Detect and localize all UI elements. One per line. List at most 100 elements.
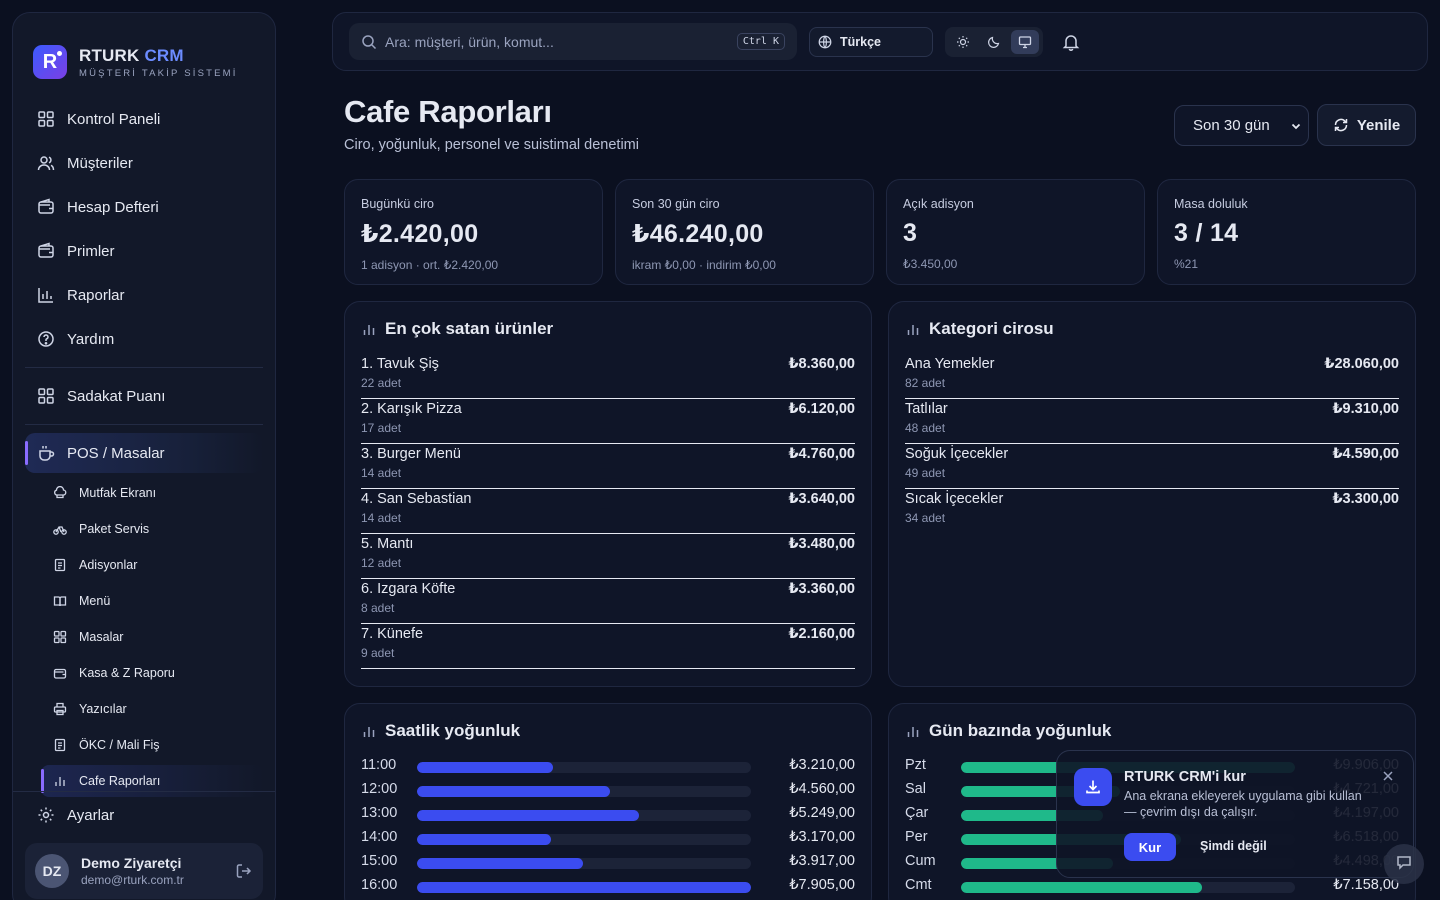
brand-subtitle: MÜŞTERİ TAKİP SİSTEMİ <box>79 67 238 79</box>
chart-icon <box>905 321 921 337</box>
list-item[interactable]: 1. Tavuk Şiş 22 adet ₺8.360,00 <box>361 354 855 399</box>
sidebar-subitem-kitchen[interactable]: Mutfak Ekranı <box>25 477 263 509</box>
list-item[interactable]: 2. Karışık Pizza 17 adet ₺6.120,00 <box>361 399 855 444</box>
list-item[interactable]: 7. Künefe 9 adet ₺2.160,00 <box>361 624 855 669</box>
bar-value-label: ₺4.560,00 <box>789 781 855 797</box>
panel-title: Gün bazında yoğunluk <box>905 721 1111 741</box>
sidebar-subitem-cash-z-report[interactable]: Kasa & Z Raporu <box>25 657 263 689</box>
period-select[interactable]: Son 30 gün <box>1174 105 1309 146</box>
sidebar-item-label: Ayarlar <box>67 806 115 824</box>
bar-row: 15:00 ₺3.917,00 <box>361 852 855 876</box>
refresh-button[interactable]: Yenile <box>1317 104 1416 146</box>
bar-label: Cmt <box>905 877 932 893</box>
list-item[interactable]: Ana Yemekler 82 adet ₺28.060,00 <box>905 354 1399 399</box>
stat-card-today-revenue: Bugünkü ciro ₺2.420,00 1 adisyon · ort. … <box>344 179 603 285</box>
page-subtitle: Ciro, yoğunluk, personel ve suistimal de… <box>344 137 639 153</box>
list-item[interactable]: 5. Mantı 12 adet ₺3.480,00 <box>361 534 855 579</box>
bar-label: Sal <box>905 781 926 797</box>
sidebar-subitem-menu[interactable]: Menü <box>25 585 263 617</box>
product-name: 5. Mantı <box>361 536 414 552</box>
close-icon[interactable] <box>1381 769 1395 783</box>
product-qty: 12 adet <box>361 556 402 570</box>
sidebar-item-bonuses[interactable]: Primler <box>25 231 263 271</box>
chat-button[interactable] <box>1384 844 1424 884</box>
sidebar-item-customers[interactable]: Müşteriler <box>25 143 263 183</box>
bar <box>961 882 1203 893</box>
sidebar-item-ledger[interactable]: Hesap Defteri <box>25 187 263 227</box>
sidebar-item-settings[interactable]: Ayarlar <box>25 795 263 835</box>
list-item[interactable]: Sıcak İçecekler 34 adet ₺3.300,00 <box>905 489 1399 534</box>
category-amount: ₺4.590,00 <box>1332 446 1399 462</box>
sidebar-item-loyalty[interactable]: Sadakat Puanı <box>25 376 263 416</box>
list-item[interactable]: Tatlılar 48 adet ₺9.310,00 <box>905 399 1399 444</box>
sidebar-subitem-cafe-reports[interactable]: Cafe Raporları <box>41 765 263 797</box>
bar <box>417 810 639 821</box>
sidebar-subitem-label: Paket Servis <box>79 522 150 536</box>
grid-icon <box>53 630 67 644</box>
product-qty: 14 adet <box>361 511 402 525</box>
product-name: 4. San Sebastian <box>361 491 472 507</box>
sidebar-item-label: Raporlar <box>67 286 125 304</box>
category-amount: ₺9.310,00 <box>1332 401 1399 417</box>
stat-value: ₺46.240,00 <box>632 220 764 248</box>
not-now-button[interactable]: Şimdi değil <box>1200 839 1267 853</box>
language-select[interactable]: Türkçe <box>809 27 933 57</box>
list-item[interactable]: Soğuk İçecekler 49 adet ₺4.590,00 <box>905 444 1399 489</box>
sidebar-subitem-tickets[interactable]: Adisyonlar <box>25 549 263 581</box>
search-icon <box>361 34 377 50</box>
category-qty: 48 adet <box>905 421 946 435</box>
receipt-icon <box>53 558 67 572</box>
list-item[interactable]: 6. Izgara Köfte 8 adet ₺3.360,00 <box>361 579 855 624</box>
search-input[interactable] <box>385 33 737 50</box>
globe-icon <box>818 35 832 49</box>
sidebar-item-reports[interactable]: Raporlar <box>25 275 263 315</box>
bar-row: 13:00 ₺5.249,00 <box>361 804 855 828</box>
install-button[interactable]: Kur <box>1124 833 1176 861</box>
sidebar-divider <box>25 367 263 368</box>
moon-icon[interactable] <box>980 30 1008 54</box>
bar <box>417 882 751 893</box>
product-amount: ₺8.360,00 <box>788 356 855 372</box>
brand-logo-letter: R <box>42 50 58 73</box>
search-shortcut: Ctrl K <box>736 33 785 50</box>
sidebar-subitem-fiscal[interactable]: ÖKC / Mali Fiş <box>25 729 263 761</box>
category-name: Ana Yemekler <box>905 356 995 372</box>
chart-icon <box>53 774 67 788</box>
bar <box>417 834 551 845</box>
logout-icon[interactable] <box>235 862 253 880</box>
stat-value: 3 <box>903 219 918 247</box>
sidebar-item-pos[interactable]: POS / Masalar <box>25 433 263 473</box>
sidebar-subitem-tables[interactable]: Masalar <box>25 621 263 653</box>
sidebar-subitem-label: Mutfak Ekranı <box>79 486 157 500</box>
sidebar-item-help[interactable]: Yardım <box>25 319 263 359</box>
sidebar-subitem-printers[interactable]: Yazıcılar <box>25 693 263 725</box>
list-item[interactable]: 4. San Sebastian 14 adet ₺3.640,00 <box>361 489 855 534</box>
search-box[interactable]: Ctrl K <box>349 23 797 60</box>
bell-icon[interactable] <box>1061 32 1081 52</box>
monitor-icon[interactable] <box>1010 30 1039 54</box>
panel-title-text: Kategori cirosu <box>929 319 1054 338</box>
sidebar-subitem-label: Adisyonlar <box>79 558 138 572</box>
topbar: Ctrl K Türkçe <box>332 12 1428 71</box>
user-card[interactable]: DZ Demo Ziyaretçi demo@rturk.com.tr <box>25 843 263 899</box>
category-name: Tatlılar <box>905 401 948 417</box>
panel-title: Kategori cirosu <box>905 319 1054 339</box>
bar-label: 14:00 <box>361 829 398 845</box>
list-item[interactable]: 3. Burger Menü 14 adet ₺4.760,00 <box>361 444 855 489</box>
chart-icon <box>361 321 377 337</box>
product-qty: 8 adet <box>361 601 395 615</box>
stat-sub: %21 <box>1174 257 1199 271</box>
bar <box>961 858 1113 869</box>
bar <box>417 762 553 773</box>
stat-card-table-occupancy: Masa doluluk 3 / 14 %21 <box>1157 179 1416 285</box>
wallet-icon <box>53 666 67 680</box>
grid-icon <box>37 387 55 405</box>
sun-icon[interactable] <box>949 30 977 54</box>
user-email: demo@rturk.com.tr <box>81 873 184 887</box>
sidebar-subitem-delivery[interactable]: Paket Servis <box>25 513 263 545</box>
stat-card-open-tickets: Açık adisyon 3 ₺3.450,00 <box>886 179 1145 285</box>
brand[interactable]: R RTURK CRM MÜŞTERİ TAKİP SİSTEMİ <box>13 13 275 91</box>
bar-row: 11:00 ₺3.210,00 <box>361 756 855 780</box>
sidebar-item-dashboard[interactable]: Kontrol Paneli <box>25 99 263 139</box>
bar-label: Çar <box>905 805 929 821</box>
